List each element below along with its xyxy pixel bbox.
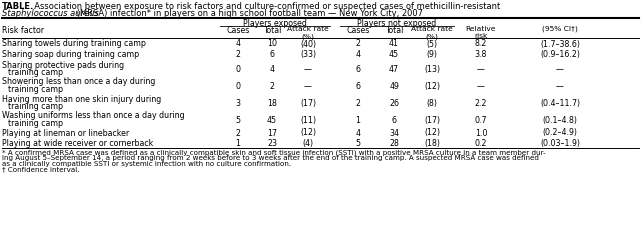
Text: (MRSA) infection* in players on a high school football team — New York City, 200: (MRSA) infection* in players on a high s… bbox=[74, 10, 423, 18]
Text: 4: 4 bbox=[356, 50, 360, 59]
Text: (17): (17) bbox=[300, 99, 316, 108]
Text: Sharing soap during training camp: Sharing soap during training camp bbox=[2, 50, 139, 59]
Text: 45: 45 bbox=[267, 116, 277, 125]
Text: 45: 45 bbox=[389, 50, 399, 59]
Text: training camp: training camp bbox=[8, 68, 63, 77]
Text: Total: Total bbox=[263, 26, 281, 35]
Text: (95% CI†): (95% CI†) bbox=[542, 26, 578, 32]
Text: (13): (13) bbox=[424, 65, 440, 74]
Text: as a clinically compatible SSTI or systemic infection with no culture confirmati: as a clinically compatible SSTI or syste… bbox=[2, 160, 291, 166]
Text: —: — bbox=[477, 82, 485, 91]
Text: 28: 28 bbox=[389, 139, 399, 148]
Text: Having more than one skin injury during: Having more than one skin injury during bbox=[2, 94, 162, 104]
Text: 6: 6 bbox=[392, 116, 397, 125]
Text: Playing at wide receiver or cornerback: Playing at wide receiver or cornerback bbox=[2, 139, 153, 148]
Text: 41: 41 bbox=[389, 40, 399, 48]
Text: (18): (18) bbox=[424, 139, 440, 148]
Text: 34: 34 bbox=[389, 128, 399, 138]
Text: training camp: training camp bbox=[8, 102, 63, 111]
Text: (0.2–4.9): (0.2–4.9) bbox=[542, 128, 578, 138]
Text: Cases: Cases bbox=[346, 26, 370, 35]
Text: 2: 2 bbox=[235, 128, 240, 138]
Text: 5: 5 bbox=[356, 139, 360, 148]
Text: Sharing protective pads during: Sharing protective pads during bbox=[2, 60, 124, 70]
Text: 26: 26 bbox=[389, 99, 399, 108]
Text: 49: 49 bbox=[389, 82, 399, 91]
Text: Washing uniforms less than once a day during: Washing uniforms less than once a day du… bbox=[2, 112, 185, 120]
Text: —: — bbox=[304, 82, 312, 91]
Text: 2.2: 2.2 bbox=[475, 99, 487, 108]
Text: (0.03–1.9): (0.03–1.9) bbox=[540, 139, 580, 148]
Text: Association between exposure to risk factors and culture-confirmed or suspected : Association between exposure to risk fac… bbox=[29, 2, 500, 11]
Text: (9): (9) bbox=[426, 50, 437, 59]
Text: Players not exposed: Players not exposed bbox=[358, 19, 437, 28]
Text: 18: 18 bbox=[267, 99, 277, 108]
Text: (8): (8) bbox=[426, 99, 437, 108]
Text: 2: 2 bbox=[235, 50, 240, 59]
Text: 23: 23 bbox=[267, 139, 277, 148]
Text: 0.7: 0.7 bbox=[475, 116, 487, 125]
Text: 4: 4 bbox=[235, 40, 240, 48]
Text: Players exposed: Players exposed bbox=[243, 19, 307, 28]
Text: —: — bbox=[304, 65, 312, 74]
Text: 47: 47 bbox=[389, 65, 399, 74]
Text: 5: 5 bbox=[235, 116, 240, 125]
Text: Showering less than once a day during: Showering less than once a day during bbox=[2, 78, 155, 86]
Text: Sharing towels during training camp: Sharing towels during training camp bbox=[2, 40, 146, 48]
Text: Cases: Cases bbox=[226, 26, 250, 35]
Text: TABLE.: TABLE. bbox=[2, 2, 34, 11]
Text: 17: 17 bbox=[267, 128, 277, 138]
Text: 3: 3 bbox=[235, 99, 240, 108]
Text: 0.2: 0.2 bbox=[475, 139, 487, 148]
Text: training camp: training camp bbox=[8, 119, 63, 128]
Text: 10: 10 bbox=[267, 40, 277, 48]
Text: (12): (12) bbox=[424, 128, 440, 138]
Text: 1: 1 bbox=[235, 139, 240, 148]
Text: (11): (11) bbox=[300, 116, 316, 125]
Text: (12): (12) bbox=[424, 82, 440, 91]
Text: 6: 6 bbox=[356, 82, 360, 91]
Text: (1.7–38.6): (1.7–38.6) bbox=[540, 40, 580, 48]
Text: —: — bbox=[477, 65, 485, 74]
Text: ing August 5–September 14, a period ranging from 2 weeks before to 3 weeks after: ing August 5–September 14, a period rang… bbox=[2, 155, 539, 161]
Text: (33): (33) bbox=[300, 50, 316, 59]
Text: (40): (40) bbox=[300, 40, 316, 48]
Text: Total: Total bbox=[385, 26, 403, 35]
Text: 2: 2 bbox=[356, 40, 360, 48]
Text: Attack rate
(%): Attack rate (%) bbox=[411, 26, 453, 40]
Text: 2: 2 bbox=[269, 82, 274, 91]
Text: (5): (5) bbox=[426, 40, 438, 48]
Text: (4): (4) bbox=[303, 139, 313, 148]
Text: 1.0: 1.0 bbox=[475, 128, 487, 138]
Text: Relative
risk: Relative risk bbox=[466, 26, 496, 39]
Text: (0.1–4.8): (0.1–4.8) bbox=[542, 116, 578, 125]
Text: Playing at lineman or linebacker: Playing at lineman or linebacker bbox=[2, 128, 129, 138]
Text: (17): (17) bbox=[424, 116, 440, 125]
Text: 2: 2 bbox=[356, 99, 360, 108]
Text: (0.9–16.2): (0.9–16.2) bbox=[540, 50, 580, 59]
Text: 0: 0 bbox=[235, 65, 240, 74]
Text: † Confidence interval.: † Confidence interval. bbox=[2, 166, 79, 172]
Text: (0.4–11.7): (0.4–11.7) bbox=[540, 99, 580, 108]
Text: 6: 6 bbox=[356, 65, 360, 74]
Text: training camp: training camp bbox=[8, 85, 63, 94]
Text: Risk factor: Risk factor bbox=[2, 26, 44, 35]
Text: 0: 0 bbox=[235, 82, 240, 91]
Text: 8.2: 8.2 bbox=[475, 40, 487, 48]
Text: —: — bbox=[556, 65, 564, 74]
Text: Attack rate
(%): Attack rate (%) bbox=[287, 26, 329, 40]
Text: Staphylococcus aureus: Staphylococcus aureus bbox=[2, 10, 99, 18]
Text: 4: 4 bbox=[356, 128, 360, 138]
Text: 4: 4 bbox=[269, 65, 274, 74]
Text: * A confirmed MRSA case was defined as a clinically compatible skin and soft tis: * A confirmed MRSA case was defined as a… bbox=[2, 149, 545, 156]
Text: 3.8: 3.8 bbox=[475, 50, 487, 59]
Text: (12): (12) bbox=[300, 128, 316, 138]
Text: 1: 1 bbox=[356, 116, 360, 125]
Text: —: — bbox=[556, 82, 564, 91]
Text: 6: 6 bbox=[269, 50, 274, 59]
